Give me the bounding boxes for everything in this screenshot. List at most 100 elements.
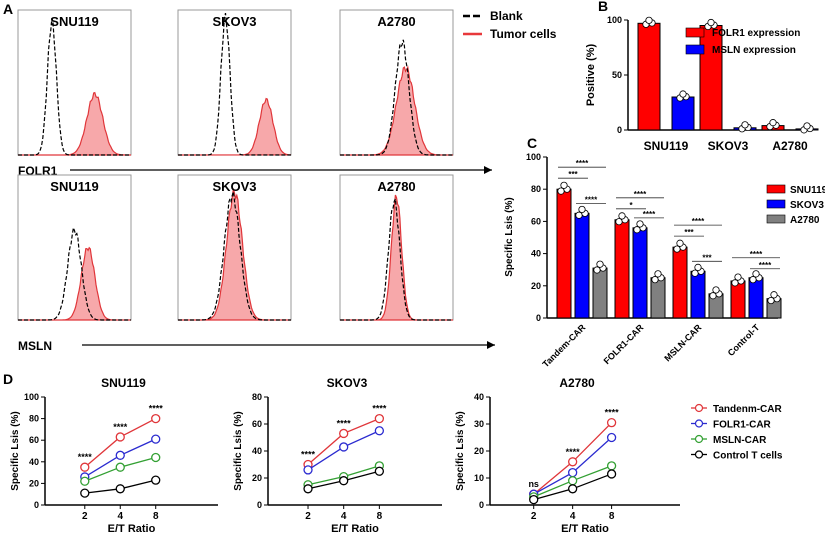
c-y-tick-label: 100 bbox=[526, 152, 541, 162]
c-data-point bbox=[673, 245, 681, 253]
b-legend-swatch bbox=[685, 27, 705, 38]
d2-x-tick-label: 8 bbox=[377, 511, 383, 522]
d3-data-point bbox=[529, 494, 539, 505]
d2-data-point bbox=[303, 484, 313, 494]
d2-significance-label: **** bbox=[337, 418, 352, 428]
marker-label: FOLR1 bbox=[18, 164, 58, 178]
d2-y-tick-label: 20 bbox=[252, 473, 262, 483]
d3-significance-label: **** bbox=[566, 447, 581, 457]
d3-x-axis-label: E/T Ratio bbox=[561, 523, 609, 535]
d1-y-tick-label: 80 bbox=[29, 414, 39, 424]
d1-data-point bbox=[151, 452, 161, 463]
c-data-point bbox=[596, 260, 604, 268]
d3-data-point bbox=[568, 457, 578, 467]
d1-data-point bbox=[80, 488, 90, 498]
d1-data-point bbox=[115, 484, 125, 494]
c-significance-label: * bbox=[629, 201, 633, 210]
c-data-point bbox=[578, 205, 586, 214]
b-legend-label: FOLR1 expression bbox=[712, 28, 800, 39]
c-data-point bbox=[560, 181, 568, 189]
d1-y-tick-label: 60 bbox=[29, 435, 39, 445]
c-bar bbox=[650, 277, 666, 319]
d1-data-point bbox=[115, 432, 125, 442]
d1-data-point bbox=[151, 475, 161, 485]
histogram-title: A2780 bbox=[377, 14, 415, 29]
d2-y-axis-label: Specific Lsis (%) bbox=[233, 411, 244, 490]
d3-title: A2780 bbox=[559, 376, 595, 390]
b-bar bbox=[637, 22, 661, 131]
c-data-point bbox=[694, 263, 702, 272]
d-legend-marker bbox=[694, 450, 704, 459]
d3-data-point bbox=[606, 432, 617, 443]
d3-data-point bbox=[606, 461, 617, 471]
c-y-tick-label: 0 bbox=[536, 313, 541, 323]
c-data-point bbox=[734, 273, 742, 281]
c-data-point bbox=[651, 276, 659, 284]
b-y-axis-label: Positive (%) bbox=[585, 43, 597, 106]
b-y-tick-label: 0 bbox=[617, 125, 622, 135]
c-data-point bbox=[615, 218, 623, 226]
c-data-point bbox=[752, 270, 760, 278]
tumor-cells-histogram bbox=[178, 188, 291, 321]
c-bar bbox=[592, 267, 608, 319]
c-category-label: MSLN-CAR bbox=[662, 322, 703, 363]
d1-data-point bbox=[80, 462, 90, 472]
blank-histogram bbox=[178, 191, 291, 321]
d3-y-axis-label: Specific Lsis (%) bbox=[455, 411, 466, 490]
d1-y-axis-label: Specific Lsis (%) bbox=[10, 411, 21, 490]
tumor-cells-histogram bbox=[177, 97, 292, 156]
d3-y-tick-label: 0 bbox=[479, 500, 484, 510]
d1-significance-label: **** bbox=[78, 452, 93, 462]
d1-x-axis-label: E/T Ratio bbox=[108, 523, 156, 535]
d3-data-point bbox=[568, 476, 578, 486]
panel-label-B: B bbox=[598, 0, 608, 14]
d3-significance-label: ns bbox=[528, 479, 539, 489]
d1-x-tick-label: 2 bbox=[82, 511, 88, 522]
c-significance-label: *** bbox=[702, 253, 712, 262]
d2-data-point bbox=[303, 465, 313, 475]
arrow-head bbox=[484, 166, 492, 174]
c-y-tick-label: 80 bbox=[531, 184, 541, 194]
d-legend-marker bbox=[694, 434, 704, 444]
d2-data-point bbox=[374, 413, 385, 424]
d1-data-point bbox=[151, 413, 161, 424]
b-legend-swatch bbox=[685, 44, 705, 55]
panel-label-A: A bbox=[3, 1, 13, 17]
c-y-axis-label: Specific Lsis (%) bbox=[504, 197, 515, 276]
d1-data-point bbox=[115, 462, 125, 472]
c-data-point bbox=[709, 292, 717, 300]
b-data-point bbox=[645, 16, 653, 24]
d-legend-marker bbox=[694, 419, 704, 428]
c-y-tick-label: 20 bbox=[531, 281, 541, 291]
d2-x-tick-label: 4 bbox=[341, 511, 347, 522]
d1-data-point bbox=[151, 434, 161, 444]
d3-x-tick-label: 8 bbox=[609, 511, 615, 522]
histogram-title: SKOV3 bbox=[212, 179, 256, 194]
c-significance-label: *** bbox=[568, 170, 578, 179]
c-data-point bbox=[749, 276, 757, 284]
d-legend-label: FOLR1-CAR bbox=[713, 420, 772, 431]
b-bar bbox=[699, 25, 723, 131]
d2-data-point bbox=[339, 442, 349, 452]
d1-data-point bbox=[80, 476, 90, 486]
d1-significance-label: **** bbox=[113, 422, 128, 432]
c-data-point bbox=[575, 211, 583, 219]
c-legend-label: SKOV3 bbox=[790, 200, 824, 211]
b-y-tick-label: 100 bbox=[607, 15, 622, 25]
d3-y-tick-label: 20 bbox=[474, 446, 484, 456]
histogram-title: SNU119 bbox=[50, 179, 98, 194]
c-legend-label: SNU119 bbox=[790, 185, 825, 196]
c-bar bbox=[690, 270, 706, 319]
b-data-point bbox=[803, 122, 811, 130]
c-legend-swatch bbox=[766, 199, 786, 209]
c-bar bbox=[748, 277, 764, 319]
panel-label-C: C bbox=[527, 135, 537, 151]
histogram-title: A2780 bbox=[377, 179, 415, 194]
c-data-point bbox=[557, 187, 565, 195]
histogram-frame bbox=[17, 174, 132, 321]
blank-histogram bbox=[340, 39, 453, 156]
c-bar bbox=[632, 227, 648, 319]
arrow-head bbox=[487, 341, 495, 349]
c-data-point bbox=[636, 220, 644, 228]
